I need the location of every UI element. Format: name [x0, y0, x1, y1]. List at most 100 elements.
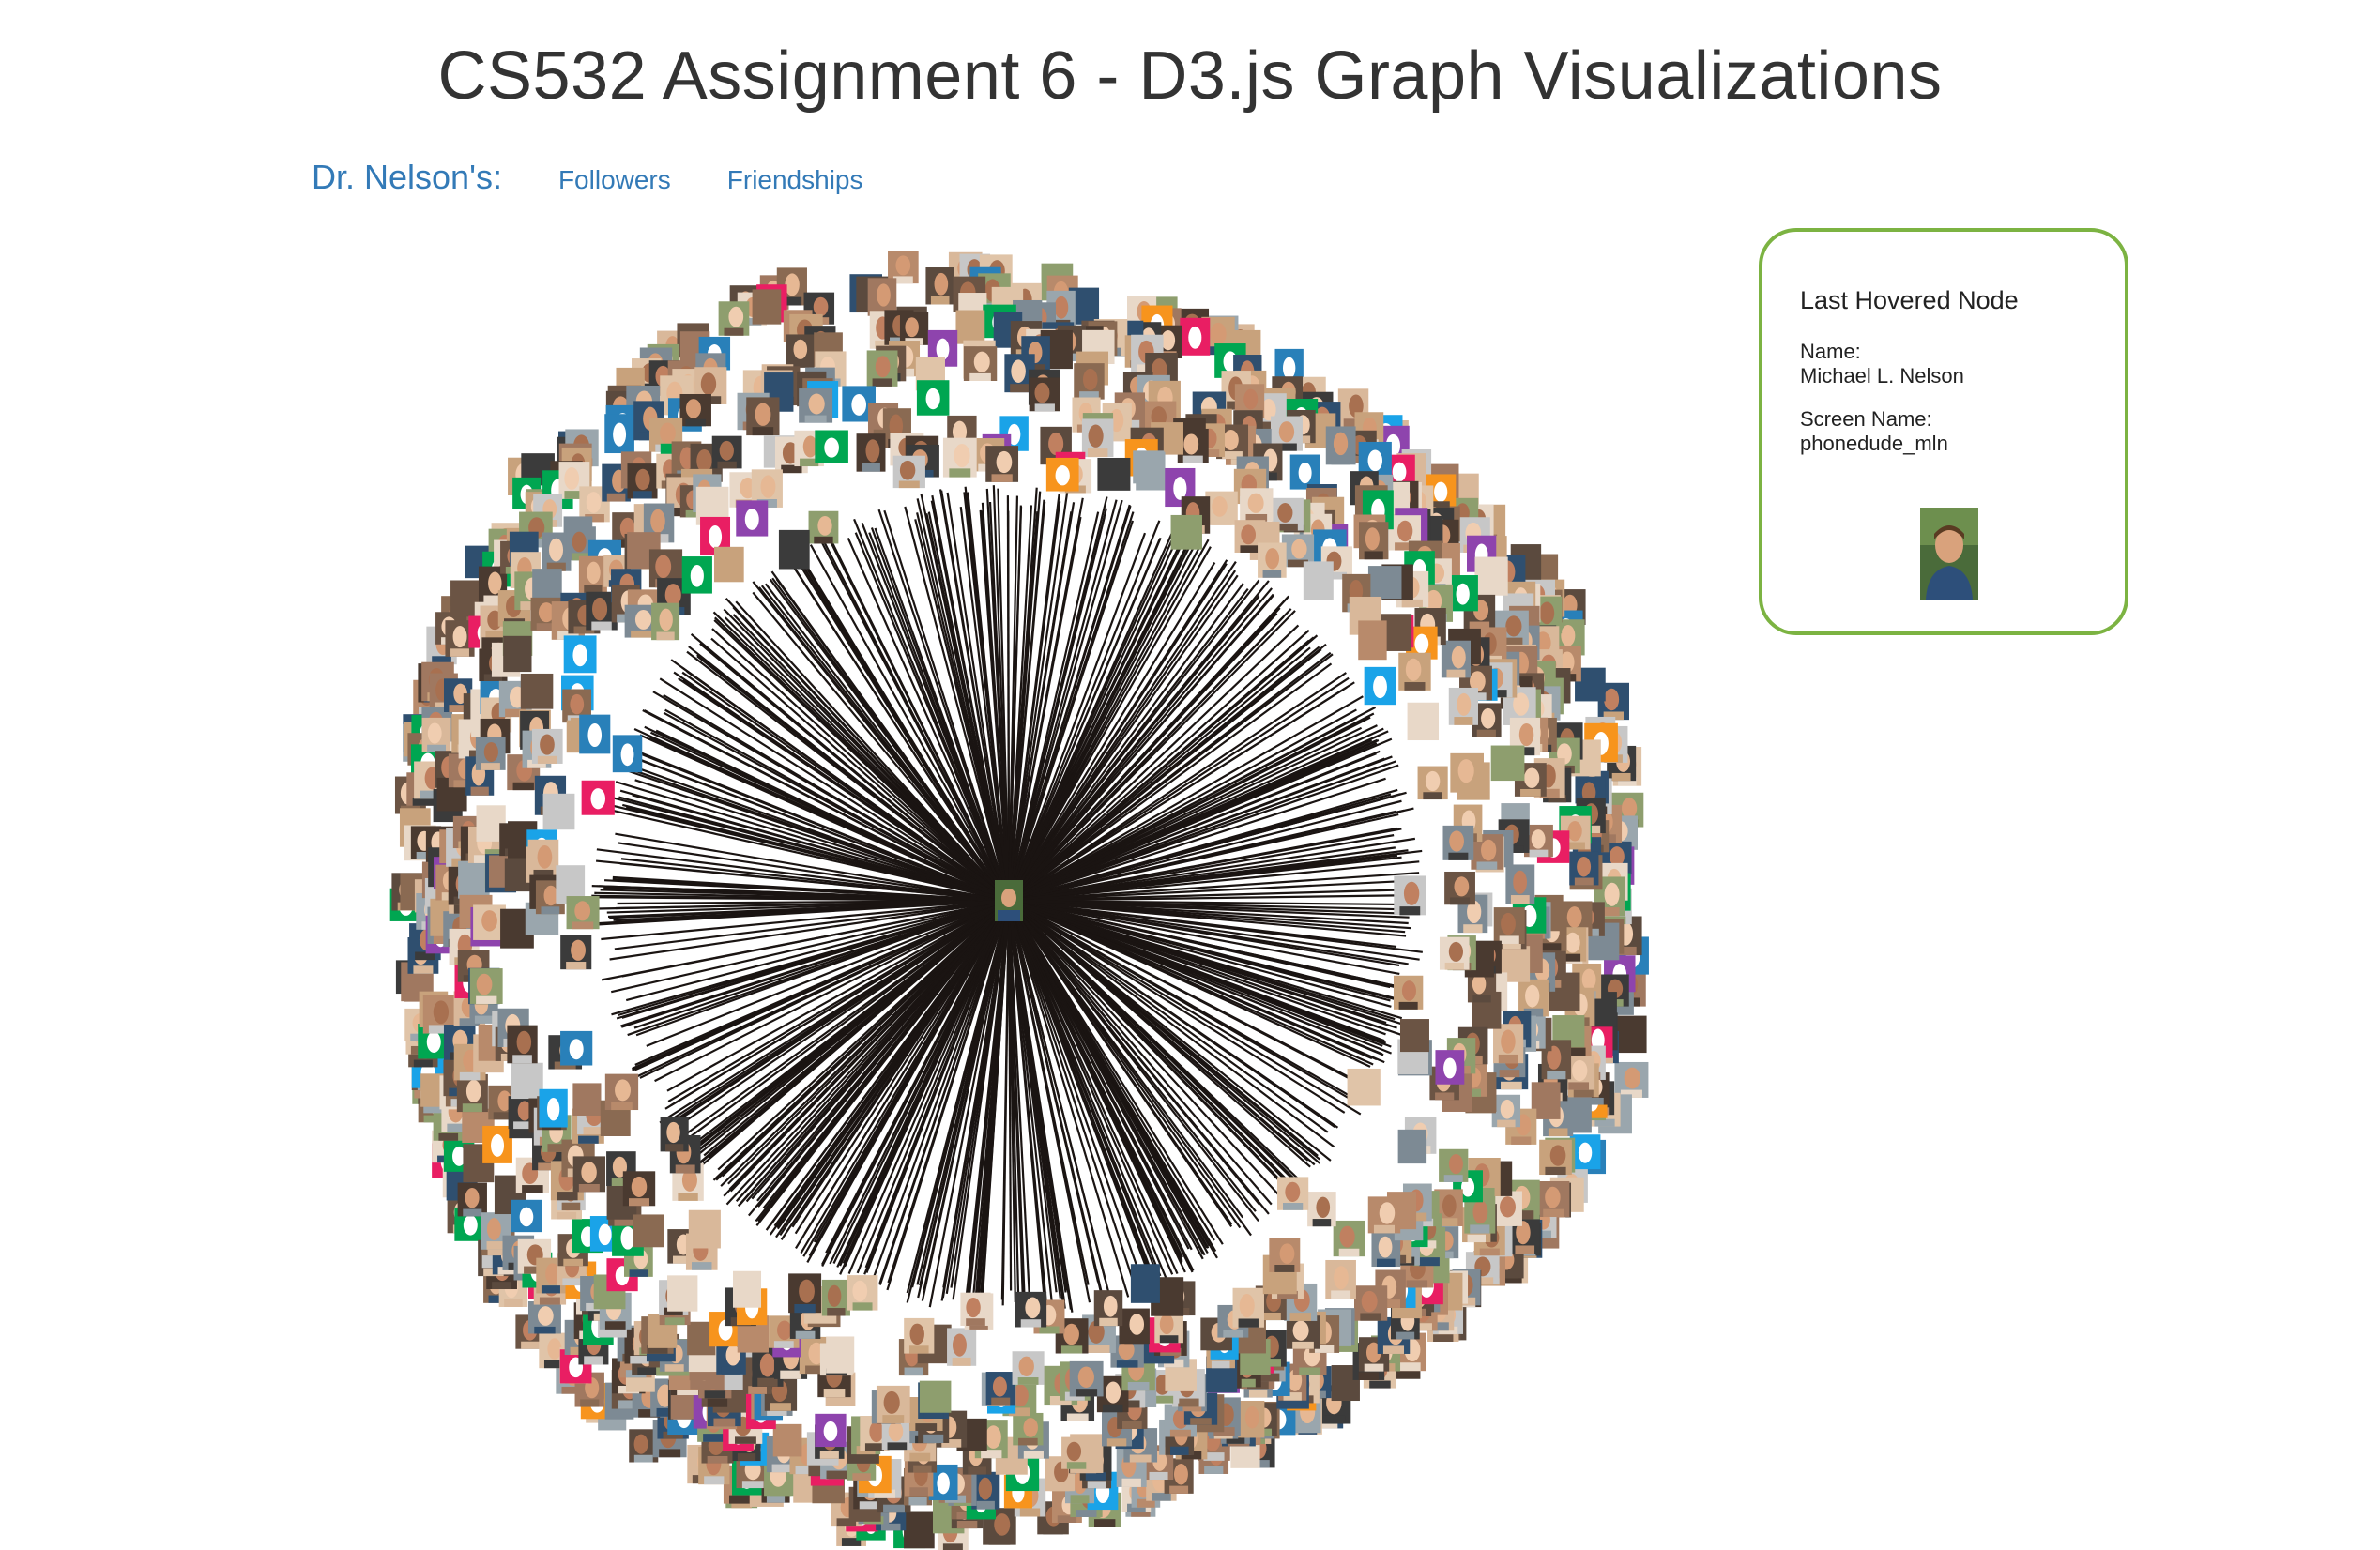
follower-graph[interactable] — [282, 206, 1689, 1550]
follower-node[interactable] — [1417, 766, 1448, 800]
follower-node[interactable] — [963, 346, 998, 381]
follower-node[interactable] — [752, 1347, 784, 1387]
follower-node[interactable] — [1269, 1238, 1301, 1272]
follower-node[interactable] — [1015, 1291, 1047, 1328]
follower-node[interactable] — [622, 1171, 656, 1207]
follower-node[interactable] — [507, 1025, 538, 1064]
follower-node[interactable] — [1442, 825, 1474, 860]
follower-node[interactable] — [527, 839, 559, 879]
follower-node[interactable] — [627, 463, 658, 499]
follower-node[interactable] — [925, 267, 955, 305]
follower-node[interactable] — [876, 1385, 910, 1423]
follower-node[interactable] — [422, 995, 455, 1034]
follower-node[interactable] — [1289, 454, 1320, 490]
follower-node[interactable] — [1281, 534, 1315, 568]
follower-node[interactable] — [1439, 1148, 1469, 1182]
follower-node[interactable] — [481, 1212, 511, 1250]
follower-node[interactable] — [1045, 457, 1079, 492]
follower-node[interactable] — [1170, 514, 1202, 550]
follower-node[interactable] — [919, 1380, 952, 1413]
follower-node[interactable] — [1367, 566, 1402, 600]
follower-node[interactable] — [1333, 1220, 1365, 1257]
follower-node[interactable] — [458, 860, 490, 899]
follower-node[interactable] — [1205, 491, 1238, 525]
follower-node[interactable] — [1493, 907, 1525, 944]
follower-node[interactable] — [1258, 542, 1287, 578]
follower-node[interactable] — [985, 446, 1019, 482]
follower-node[interactable] — [566, 896, 600, 930]
follower-node[interactable] — [681, 556, 712, 594]
follower-node[interactable] — [1358, 620, 1387, 661]
follower-node[interactable] — [560, 935, 592, 970]
follower-node[interactable] — [714, 546, 744, 583]
follower-node[interactable] — [1494, 610, 1529, 646]
follower-node[interactable] — [572, 1156, 606, 1193]
nav-link-followers[interactable]: Followers — [557, 165, 671, 194]
follower-node[interactable] — [985, 1372, 1015, 1406]
follower-node[interactable] — [1450, 752, 1484, 793]
follower-node[interactable] — [1029, 377, 1060, 412]
follower-node[interactable] — [1518, 979, 1549, 1017]
follower-node[interactable] — [1303, 561, 1334, 600]
follower-node[interactable] — [1490, 745, 1525, 782]
follower-node[interactable] — [1569, 851, 1599, 886]
follower-node[interactable] — [1400, 1019, 1429, 1053]
follower-node[interactable] — [799, 388, 833, 423]
follower-node[interactable] — [711, 435, 742, 469]
follower-node[interactable] — [821, 1279, 850, 1316]
follower-node[interactable] — [679, 393, 711, 427]
follower-node[interactable] — [456, 1073, 488, 1113]
follower-node[interactable] — [1093, 1290, 1123, 1327]
follower-node[interactable] — [1055, 1318, 1089, 1354]
follower-node[interactable] — [856, 433, 886, 472]
follower-node[interactable] — [1081, 418, 1114, 458]
follower-node[interactable] — [1234, 520, 1266, 553]
follower-node[interactable] — [1286, 1315, 1320, 1349]
follower-node[interactable] — [1307, 1192, 1336, 1227]
follower-node[interactable] — [1013, 1412, 1044, 1446]
follower-node[interactable] — [511, 1199, 542, 1233]
follower-node[interactable] — [732, 1270, 762, 1308]
follower-node[interactable] — [1061, 1436, 1092, 1469]
follower-node[interactable] — [520, 673, 554, 709]
follower-node[interactable] — [826, 1336, 855, 1374]
follower-node[interactable] — [421, 717, 451, 752]
follower-node[interactable] — [1493, 1024, 1524, 1064]
follower-node[interactable] — [904, 1511, 935, 1549]
follower-node[interactable] — [772, 1423, 802, 1457]
follower-node[interactable] — [1074, 363, 1105, 400]
follower-node[interactable] — [604, 414, 634, 454]
follower-node[interactable] — [942, 437, 977, 478]
follower-node[interactable] — [560, 1030, 593, 1066]
follower-node[interactable] — [1180, 317, 1211, 356]
follower-node[interactable] — [1347, 1068, 1381, 1106]
follower-node[interactable] — [511, 1062, 543, 1100]
follower-node[interactable] — [928, 1464, 958, 1501]
follower-node[interactable] — [752, 289, 782, 325]
follower-node[interactable] — [1354, 1285, 1388, 1321]
follower-node[interactable] — [1364, 666, 1396, 706]
follower-node[interactable] — [1240, 488, 1274, 522]
follower-node[interactable] — [866, 350, 898, 387]
follower-node[interactable] — [1505, 864, 1535, 904]
follower-node[interactable] — [892, 455, 925, 489]
follower-node[interactable] — [904, 1317, 935, 1354]
follower-node[interactable] — [916, 380, 950, 416]
follower-node[interactable] — [955, 310, 985, 344]
follower-node[interactable] — [1393, 975, 1424, 1010]
follower-node[interactable] — [475, 737, 506, 770]
follower-node[interactable] — [581, 780, 615, 815]
follower-node[interactable] — [1232, 1287, 1264, 1328]
follower-node[interactable] — [633, 1214, 664, 1248]
follower-node[interactable] — [527, 1301, 561, 1334]
follower-node[interactable] — [1136, 451, 1166, 491]
follower-node[interactable] — [947, 1328, 977, 1366]
follower-node[interactable] — [1398, 652, 1431, 691]
follower-node[interactable] — [1270, 416, 1303, 451]
follower-node[interactable] — [572, 1083, 602, 1117]
follower-node[interactable] — [542, 532, 572, 571]
follower-node[interactable] — [1069, 1360, 1104, 1397]
follower-node[interactable] — [1537, 1180, 1570, 1218]
follower-node[interactable] — [718, 301, 750, 336]
follower-node[interactable] — [1164, 1458, 1194, 1494]
